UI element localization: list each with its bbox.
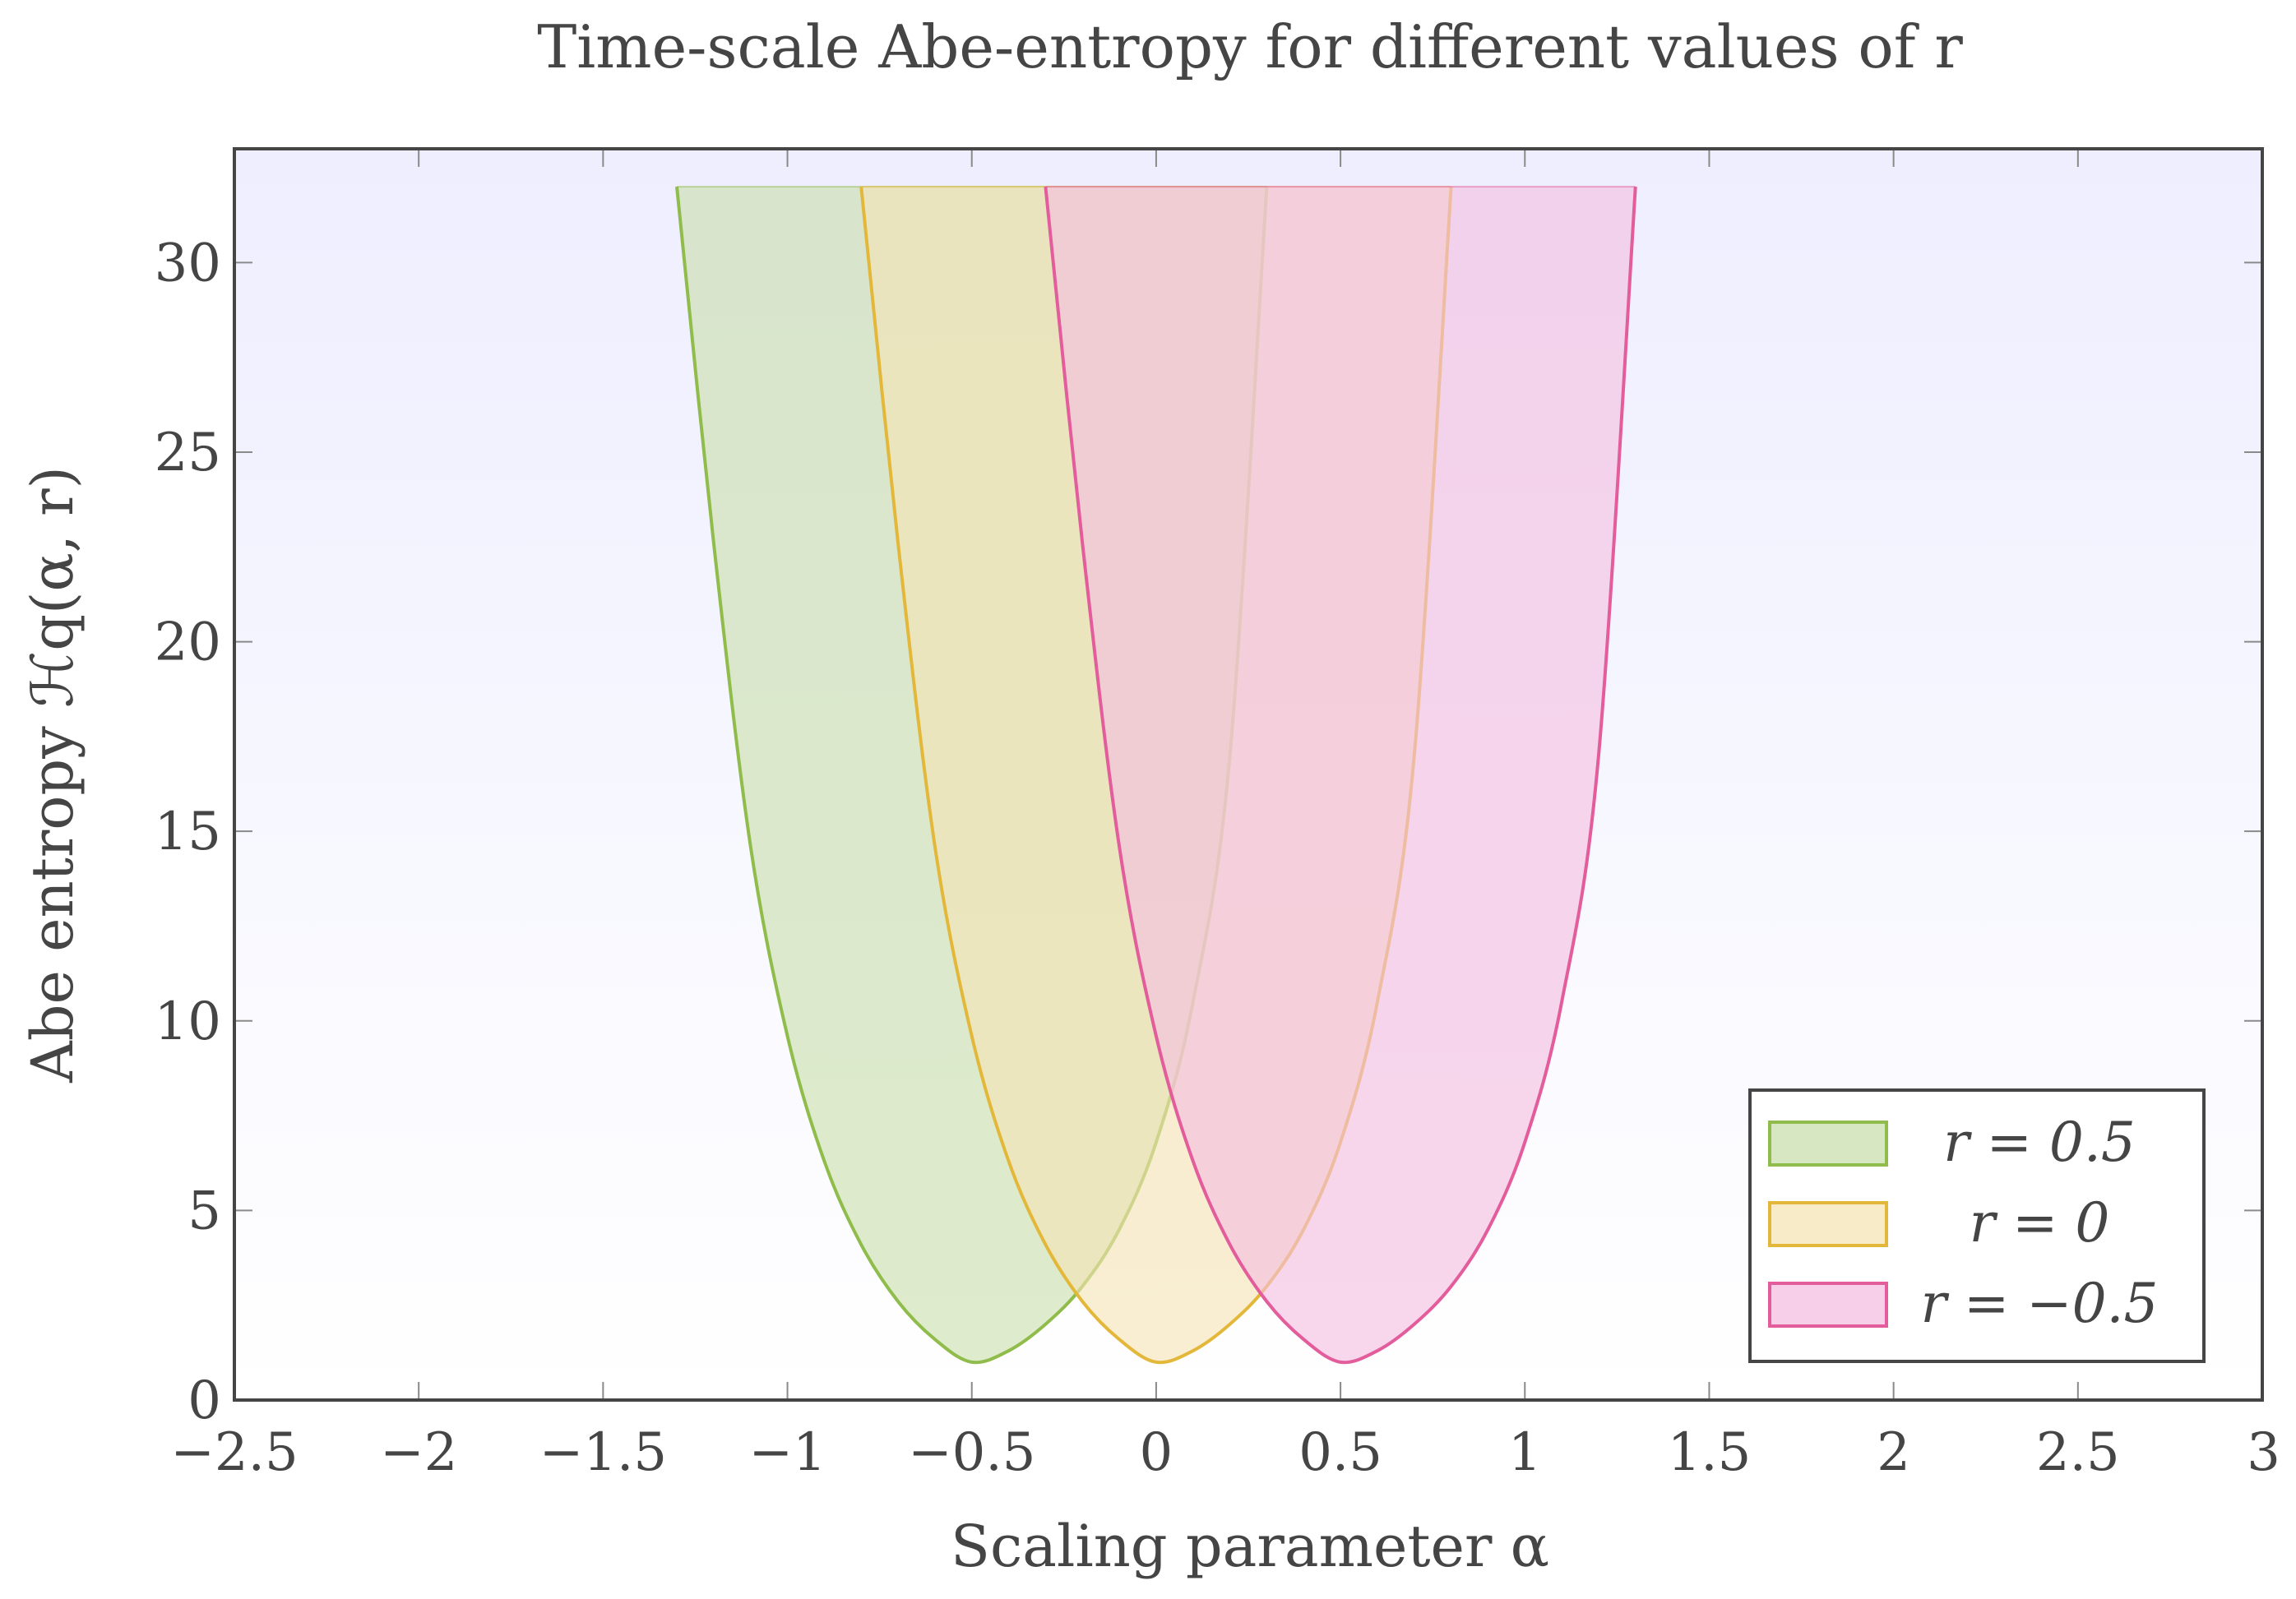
y-tick-label: 5 [187, 1181, 221, 1241]
plot-frame [233, 147, 2264, 1402]
series-area-3 [1045, 187, 1636, 1363]
y-axis-tick-labels: 0 5 10 15 20 25 30 [155, 233, 221, 1431]
legend-swatch-3 [1768, 1282, 1888, 1328]
x-tick-label: 1 [1508, 1422, 1542, 1483]
x-tick-label: 1.5 [1668, 1422, 1752, 1483]
y-axis-label: Abe entropy ℋq(α, r) [19, 466, 86, 1084]
x-tick-label: 0 [1140, 1422, 1173, 1483]
legend-swatch-1 [1768, 1121, 1888, 1167]
series-layer [675, 186, 1637, 1365]
legend-label-2: r = 0 [1970, 1191, 2110, 1255]
x-tick-label: 3 [2247, 1422, 2280, 1483]
y-tick-label: 10 [155, 991, 221, 1052]
x-tick-label: −2 [380, 1422, 457, 1483]
x-tick-label: 2 [1877, 1422, 1910, 1483]
y-tick-label: 25 [155, 423, 221, 483]
x-axis-tick-labels: −2.5 −2 −1.5 −1 −0.5 0 0.5 1 1.5 2 2.5 3 [170, 1422, 2280, 1483]
y-tick-label: 20 [155, 612, 221, 673]
x-tick-label: −1.5 [539, 1422, 667, 1483]
x-tick-label: 0.5 [1298, 1422, 1382, 1483]
chart-title: Time-scale Abe-entropy for different val… [537, 12, 1963, 81]
legend-swatch-2 [1768, 1201, 1888, 1247]
y-tick-label: 15 [155, 802, 221, 862]
x-tick-label: −2.5 [170, 1422, 298, 1483]
legend-label-1: r = 0.5 [1943, 1111, 2136, 1174]
x-tick-label: −0.5 [908, 1422, 1035, 1483]
legend-label-3: r = −0.5 [1920, 1272, 2158, 1335]
x-tick-label: 2.5 [2036, 1422, 2120, 1483]
y-tick-label: 0 [187, 1370, 221, 1431]
x-axis-label: Scaling parameter α [951, 1513, 1549, 1580]
x-tick-label: −1 [748, 1422, 826, 1483]
y-tick-label: 30 [155, 233, 221, 293]
series-line-3 [1044, 186, 1637, 1365]
legend: r = 0.5 r = 0 r = −0.5 [1748, 1088, 2206, 1363]
